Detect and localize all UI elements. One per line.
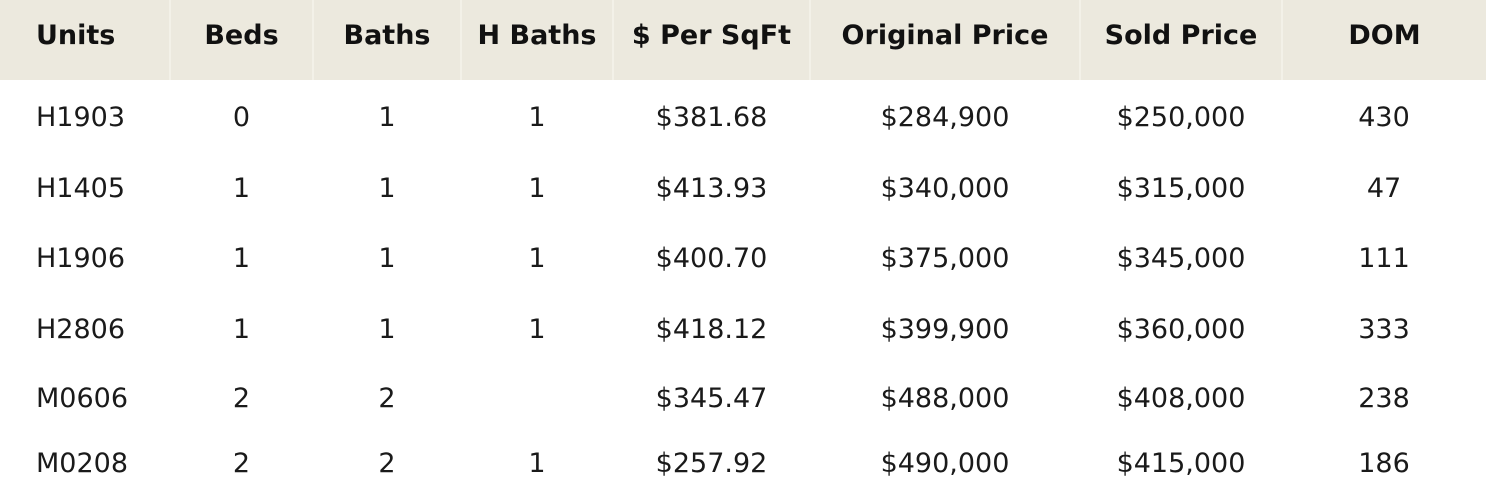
cell-price-per-sqft: $400.70: [655, 242, 768, 274]
table-row: H1903 0 1 1 $381.68 $284,900 $250,000 43…: [0, 80, 1486, 154]
cell-dom: 186: [1358, 447, 1410, 479]
cell-dom: 333: [1358, 313, 1410, 345]
cell-half-baths: 1: [528, 172, 546, 204]
cell-price-per-sqft: $413.93: [655, 172, 768, 204]
cell-original-price: $399,900: [880, 313, 1010, 345]
cell-original-price: $375,000: [880, 242, 1010, 274]
cell-original-price: $284,900: [880, 101, 1010, 133]
cell-baths: 1: [378, 313, 396, 345]
header-dom: DOM: [1281, 0, 1486, 80]
cell-price-per-sqft: $345.47: [655, 382, 768, 414]
cell-price-per-sqft: $381.68: [655, 101, 768, 133]
cell-unit: H1906: [36, 242, 126, 274]
header-baths: Baths: [312, 0, 461, 80]
cell-original-price: $490,000: [880, 447, 1010, 479]
table-header: Units Beds Baths H Baths $ Per SqFt Orig…: [0, 0, 1486, 80]
cell-half-baths: 1: [528, 101, 546, 133]
cell-unit: M0606: [36, 382, 129, 414]
cell-unit: H1903: [36, 101, 126, 133]
cell-sold-price: $415,000: [1116, 447, 1246, 479]
cell-baths: 1: [378, 172, 396, 204]
cell-price-per-sqft: $257.92: [655, 447, 768, 479]
cell-sold-price: $250,000: [1116, 101, 1246, 133]
table-row: H1906 1 1 1 $400.70 $375,000 $345,000 11…: [0, 222, 1486, 294]
cell-dom: 111: [1358, 242, 1410, 274]
header-original-price: Original Price: [809, 0, 1080, 80]
cell-price-per-sqft: $418.12: [655, 313, 768, 345]
cell-dom: 47: [1366, 172, 1402, 204]
table-row: H2806 1 1 1 $418.12 $399,900 $360,000 33…: [0, 294, 1486, 364]
cell-baths: 1: [378, 242, 396, 274]
cell-unit: H2806: [36, 313, 126, 345]
cell-unit: M0208: [36, 447, 129, 479]
cell-original-price: $340,000: [880, 172, 1010, 204]
cell-half-baths: [461, 364, 613, 432]
header-units: Units: [36, 20, 116, 51]
cell-beds: 1: [232, 172, 251, 204]
header-sold-price: Sold Price: [1079, 0, 1282, 80]
cell-sold-price: $360,000: [1116, 313, 1246, 345]
table-row: H1405 1 1 1 $413.93 $340,000 $315,000 47: [0, 154, 1486, 222]
table-row: M0208 2 2 1 $257.92 $490,000 $415,000 18…: [0, 432, 1486, 494]
cell-beds: 0: [232, 101, 251, 133]
cell-beds: 2: [232, 447, 251, 479]
cell-half-baths: 1: [528, 313, 546, 345]
cell-dom: 430: [1358, 101, 1410, 133]
cell-half-baths: 1: [528, 242, 546, 274]
cell-beds: 2: [232, 382, 251, 414]
cell-half-baths: 1: [528, 447, 546, 479]
header-half-baths: H Baths: [460, 0, 613, 80]
cell-sold-price: $345,000: [1116, 242, 1246, 274]
header-row: Units Beds Baths H Baths $ Per SqFt Orig…: [0, 0, 1486, 80]
table-body: H1903 0 1 1 $381.68 $284,900 $250,000 43…: [0, 80, 1486, 494]
cell-original-price: $488,000: [880, 382, 1010, 414]
header-beds: Beds: [169, 0, 313, 80]
cell-beds: 1: [232, 242, 251, 274]
cell-beds: 1: [232, 313, 251, 345]
cell-baths: 2: [378, 447, 396, 479]
cell-sold-price: $408,000: [1116, 382, 1246, 414]
table-row: M0606 2 2 $345.47 $488,000 $408,000 238: [0, 364, 1486, 432]
header-price-per-sqft: $ Per SqFt: [612, 0, 810, 80]
cell-baths: 1: [378, 101, 396, 133]
cell-baths: 2: [378, 382, 396, 414]
cell-dom: 238: [1358, 382, 1410, 414]
cell-sold-price: $315,000: [1116, 172, 1246, 204]
cell-unit: H1405: [36, 172, 126, 204]
